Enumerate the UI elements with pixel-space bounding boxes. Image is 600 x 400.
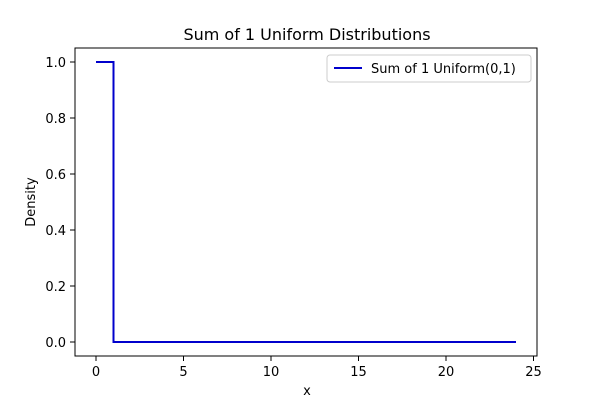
- y-tick-label: 0.0: [45, 336, 66, 351]
- chart-title: Sum of 1 Uniform Distributions: [183, 25, 430, 44]
- x-tick-label: 0: [92, 365, 100, 380]
- x-tick-label: 25: [525, 365, 542, 380]
- x-axis: 0 5 10 15 20 25: [92, 356, 542, 380]
- y-tick-label: 0.6: [45, 168, 66, 183]
- y-axis: 0.0 0.2 0.4 0.6 0.8 1.0: [45, 56, 75, 351]
- legend: Sum of 1 Uniform(0,1): [326, 54, 532, 83]
- legend-label: Sum of 1 Uniform(0,1): [371, 62, 516, 77]
- y-axis-label: Density: [24, 177, 39, 227]
- x-tick-label: 5: [179, 365, 187, 380]
- x-tick-label: 10: [263, 365, 280, 380]
- y-tick-label: 0.2: [45, 280, 66, 295]
- series-layer: [96, 61, 516, 343]
- plot-area: [74, 47, 538, 357]
- series-line: [96, 61, 516, 343]
- y-tick-label: 0.4: [45, 224, 66, 239]
- x-tick-label: 15: [350, 365, 367, 380]
- x-axis-label: x: [303, 384, 311, 399]
- y-tick-label: 1.0: [45, 56, 66, 71]
- x-tick-label: 20: [438, 365, 455, 380]
- legend-box: [326, 54, 532, 83]
- y-tick-label: 0.8: [45, 112, 66, 127]
